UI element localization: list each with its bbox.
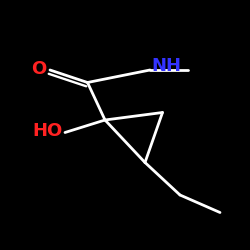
Text: HO: HO [32, 122, 62, 140]
Text: O: O [31, 60, 46, 78]
Text: NH: NH [151, 57, 181, 75]
